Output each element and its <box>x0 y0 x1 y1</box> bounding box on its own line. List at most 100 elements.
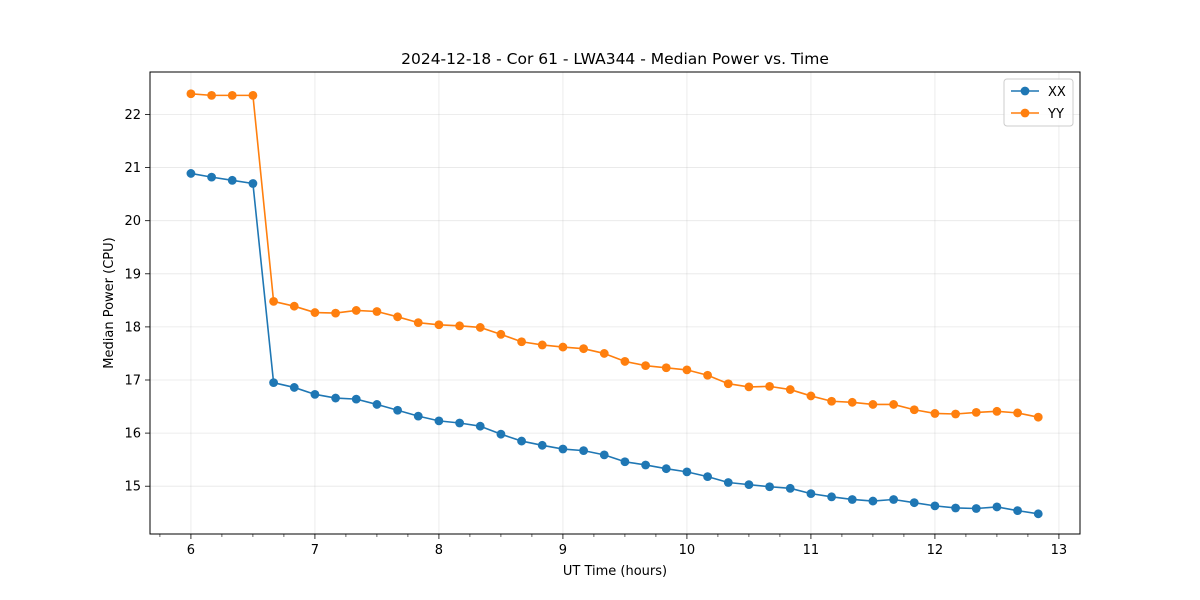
data-point-xx <box>310 389 320 399</box>
data-point-xx <box>909 498 919 508</box>
y-tick-label: 22 <box>124 108 141 123</box>
data-point-yy <box>1033 412 1043 422</box>
data-point-xx <box>186 169 196 178</box>
data-point-yy <box>289 301 299 311</box>
data-point-yy <box>744 382 754 392</box>
data-point-xx <box>227 175 237 185</box>
y-tick-label: 19 <box>124 267 141 282</box>
data-point-yy <box>971 407 981 417</box>
data-point-yy <box>909 405 919 415</box>
x-tick-label: 7 <box>311 543 319 558</box>
data-point-yy <box>455 321 464 331</box>
data-point-xx <box>207 172 216 182</box>
data-point-yy <box>599 349 609 358</box>
data-point-yy <box>765 381 774 391</box>
data-point-yy <box>227 90 237 100</box>
legend-label-xx: XX <box>1048 85 1066 100</box>
data-point-yy <box>372 307 382 316</box>
data-point-yy <box>806 391 816 401</box>
data-point-yy <box>703 370 712 380</box>
data-point-xx <box>269 378 278 388</box>
data-point-xx <box>785 483 795 493</box>
data-point-xx <box>641 460 650 470</box>
legend-marker-xx <box>1020 86 1030 96</box>
tick-layer: 6 7 8 9 10 11 12 13 15 16 17 18 19 20 21 22 <box>124 108 1067 558</box>
data-point-yy <box>537 340 547 350</box>
y-tick-label: 16 <box>124 427 141 442</box>
data-point-yy <box>207 90 216 100</box>
data-point-yy <box>579 344 588 354</box>
data-point-xx <box>599 450 609 460</box>
y-axis-label: Median Power (CPU) <box>102 237 117 368</box>
data-point-yy <box>785 385 795 394</box>
data-point-xx <box>1013 506 1022 516</box>
data-point-xx <box>889 495 898 504</box>
x-tick-label: 12 <box>927 543 944 558</box>
data-point-xx <box>434 416 444 426</box>
data-point-yy <box>868 400 878 409</box>
data-point-xx <box>475 421 485 431</box>
legend-marker-yy <box>1020 108 1030 118</box>
data-point-xx <box>289 383 299 392</box>
data-point-yy <box>310 308 320 317</box>
data-point-xx <box>248 179 258 188</box>
data-point-xx <box>537 440 547 450</box>
x-tick-label: 11 <box>803 543 820 558</box>
data-point-yy <box>496 329 506 339</box>
data-point-yy <box>661 363 671 373</box>
x-tick-label: 9 <box>559 543 567 558</box>
x-tick-label: 10 <box>679 543 696 558</box>
data-point-xx <box>413 411 423 421</box>
data-point-yy <box>930 409 940 418</box>
legend: XX YY <box>1003 78 1074 127</box>
data-point-yy <box>413 318 423 328</box>
data-point-xx <box>744 480 754 490</box>
data-point-xx <box>703 472 712 482</box>
data-point-xx <box>351 394 361 404</box>
data-point-xx <box>930 501 940 511</box>
data-point-yy <box>393 312 402 322</box>
data-point-xx <box>517 436 526 446</box>
data-point-xx <box>723 478 733 487</box>
data-point-yy <box>641 361 650 371</box>
data-point-yy <box>475 323 485 332</box>
data-point-yy <box>723 379 733 389</box>
y-tick-label: 18 <box>124 320 141 335</box>
x-tick-label: 8 <box>435 543 443 558</box>
y-tick-label: 17 <box>124 374 141 389</box>
data-point-xx <box>372 400 382 409</box>
data-point-xx <box>331 393 340 403</box>
x-tick-label: 6 <box>187 543 195 558</box>
plot-frame <box>149 71 1081 535</box>
data-point-xx <box>765 482 774 492</box>
legend-label-yy: YY <box>1047 107 1064 122</box>
data-point-xx <box>827 492 836 502</box>
data-point-xx <box>558 444 568 454</box>
data-point-xx <box>455 418 464 428</box>
x-tick-label: 13 <box>1051 543 1068 558</box>
data-point-yy <box>847 397 857 407</box>
series-layer <box>186 89 1043 519</box>
data-point-xx <box>393 405 402 415</box>
y-tick-label: 20 <box>124 214 141 229</box>
data-point-yy <box>186 89 196 99</box>
data-point-xx <box>806 489 816 499</box>
x-axis-label: UT Time (hours) <box>563 564 667 579</box>
data-point-yy <box>827 396 836 406</box>
data-point-xx <box>579 446 588 456</box>
data-point-yy <box>889 400 898 409</box>
chart-title: 2024-12-18 - Cor 61 - LWA344 - Median Po… <box>401 50 829 68</box>
data-point-xx <box>496 429 506 439</box>
data-point-yy <box>351 306 361 315</box>
data-point-yy <box>620 357 630 366</box>
data-point-yy <box>269 297 278 306</box>
data-point-xx <box>992 502 1002 512</box>
data-point-yy <box>1013 408 1022 418</box>
data-point-xx <box>868 496 878 506</box>
data-point-xx <box>661 464 671 474</box>
data-point-yy <box>434 320 444 330</box>
data-point-xx <box>971 504 981 513</box>
data-point-yy <box>558 342 568 352</box>
